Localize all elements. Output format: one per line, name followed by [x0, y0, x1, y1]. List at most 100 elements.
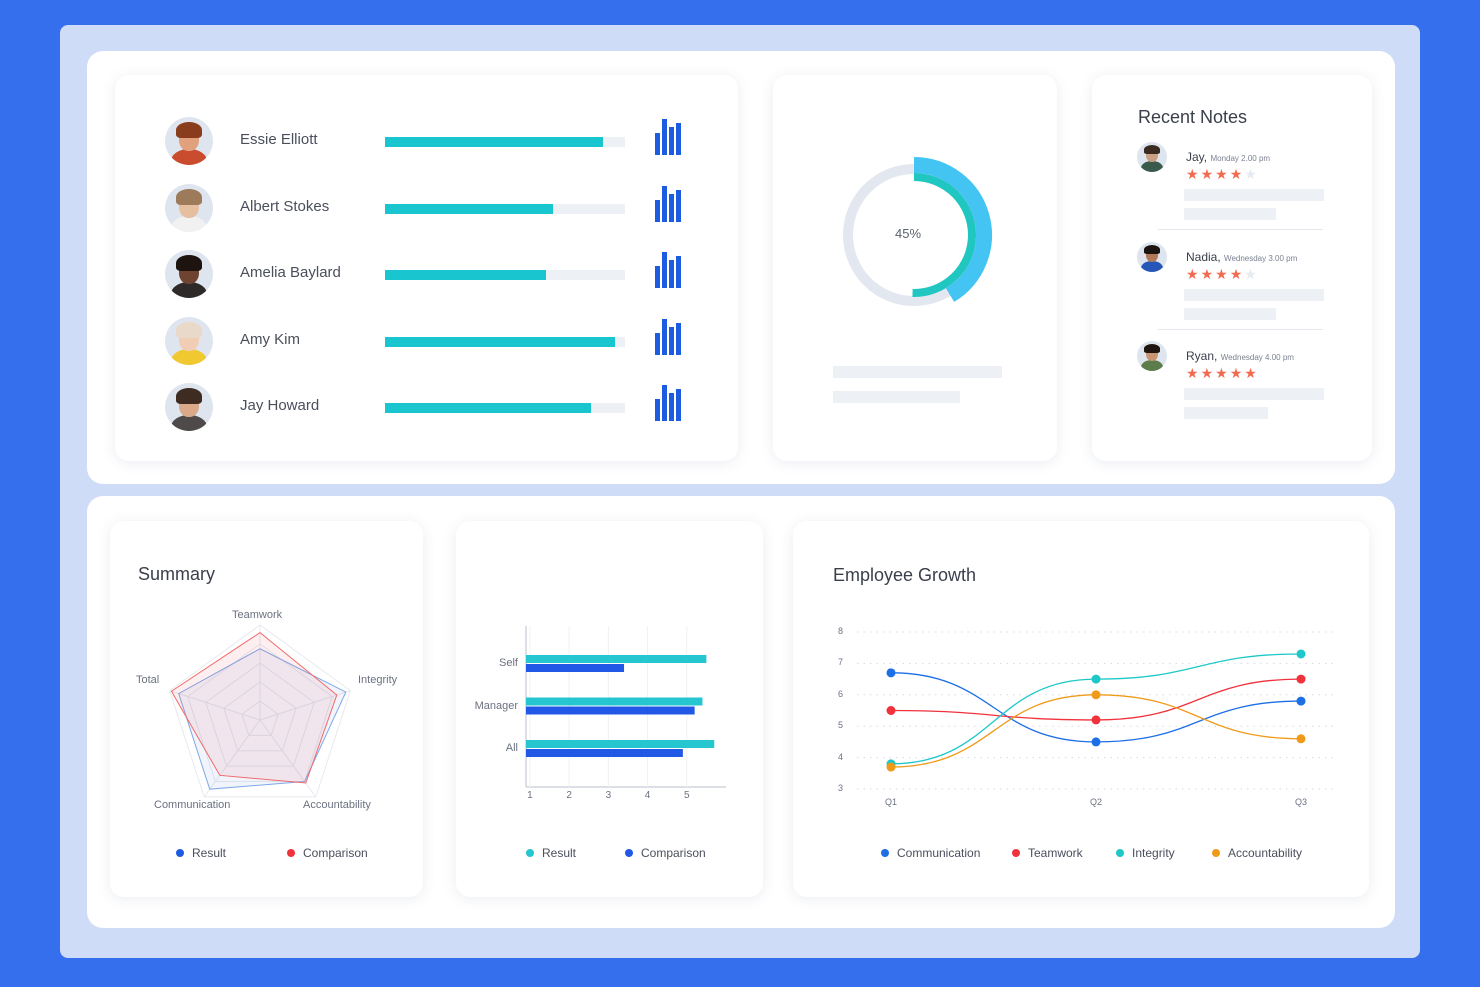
- star-icon: ★: [1229, 166, 1245, 182]
- star-icon: ★: [1186, 265, 1201, 282]
- recent-notes-card: Recent Notes Jay, Monday 2.00 pm ★★★★★ Nad…: [1092, 75, 1372, 461]
- avatar-hair: [1144, 145, 1160, 154]
- placeholder-line: [833, 366, 1002, 378]
- avatar-shoulders: [171, 282, 207, 298]
- placeholder-line: [1184, 407, 1268, 419]
- radar-grid-ring: [241, 700, 279, 736]
- avatar: [165, 117, 213, 165]
- legend-dot: [176, 849, 184, 857]
- person-name: Amelia Baylard: [240, 264, 341, 281]
- legend-integrity[interactable]: Integrity: [1116, 846, 1175, 860]
- progress-fill: [385, 137, 604, 147]
- bar-chart-icon[interactable]: [655, 119, 681, 155]
- legend-label: Communication: [897, 846, 981, 860]
- star-icon: ★: [1200, 166, 1216, 182]
- bar-chart-icon[interactable]: [655, 252, 681, 288]
- rating-bar-card: Self Manager All 1 2 3 4 5 Result Comparison: [456, 521, 763, 897]
- legend-comparison[interactable]: Comparison: [625, 846, 706, 860]
- star-icon: ★: [1186, 365, 1201, 381]
- line-point[interactable]: [886, 762, 896, 772]
- star-icon: ★: [1215, 365, 1230, 381]
- legend-result[interactable]: Result: [176, 846, 226, 860]
- line-point[interactable]: [886, 668, 896, 678]
- note-item[interactable]: Jay, Monday 2.00 pm ★★★★★: [1137, 142, 1337, 232]
- progress-fill: [385, 203, 553, 214]
- note-author: Nadia,: [1186, 249, 1221, 264]
- avatar-shoulders: [1141, 161, 1163, 172]
- bar-chart-icon[interactable]: [655, 318, 681, 355]
- completion-card: 45%: [773, 75, 1057, 461]
- person-row[interactable]: Amy Kim: [165, 316, 695, 365]
- donut-inner-arc: [912, 173, 976, 297]
- x-tick-label: Q2: [1089, 797, 1102, 807]
- bar-chart-icon[interactable]: [655, 385, 681, 421]
- progress-fill: [385, 403, 592, 413]
- icon-bar: [676, 189, 681, 222]
- icon-bar: [662, 185, 667, 222]
- bar-x-tick: 4: [644, 790, 651, 801]
- note-item[interactable]: Nadia, Wednesday 3.00 pm ★★★★★: [1137, 241, 1337, 332]
- avatar: [1137, 142, 1167, 172]
- icon-bar: [669, 393, 674, 421]
- star-icon: ★: [1215, 166, 1230, 182]
- bar-category-label: All: [505, 742, 518, 754]
- avatar-hair: [1144, 344, 1160, 353]
- star-icon: ★: [1244, 365, 1259, 381]
- bar-chart-icon[interactable]: [655, 185, 681, 222]
- progress-track: [385, 336, 625, 347]
- line-series-teamwork: [890, 678, 1302, 721]
- icon-bar: [655, 199, 660, 222]
- legend-communication[interactable]: Communication: [881, 846, 980, 860]
- radar-spoke: [203, 719, 261, 798]
- legend-label: Comparison: [303, 846, 368, 860]
- placeholder-line: [833, 391, 960, 403]
- icon-bar: [669, 326, 674, 355]
- legend-label: Comparison: [641, 846, 706, 860]
- person-row[interactable]: Jay Howard: [165, 383, 695, 431]
- legend-result[interactable]: Result: [526, 846, 576, 860]
- line-point[interactable]: [1296, 696, 1306, 706]
- bar-x-tick: 3: [605, 790, 612, 801]
- legend-dot: [625, 849, 633, 857]
- person-row[interactable]: Amelia Baylard: [165, 250, 695, 298]
- line-point[interactable]: [1296, 674, 1306, 684]
- notes-title: Recent Notes: [1138, 107, 1248, 127]
- placeholder-line: [1184, 288, 1324, 301]
- team-progress-card: Essie Elliott Albert Stokes Amelia Baylard…: [115, 75, 738, 461]
- progress-fill: [385, 336, 616, 347]
- legend-label: Accountability: [1228, 846, 1303, 860]
- bar-comparison: [526, 749, 683, 757]
- avatar: [165, 383, 213, 431]
- x-tick-label: Q1: [884, 797, 897, 807]
- person-row[interactable]: Albert Stokes: [165, 183, 695, 232]
- placeholder-line: [1184, 307, 1276, 320]
- line-point[interactable]: [1091, 715, 1101, 725]
- legend-teamwork[interactable]: Teamwork: [1012, 846, 1083, 860]
- line-point[interactable]: [1091, 690, 1101, 700]
- line-point[interactable]: [1296, 734, 1306, 744]
- radar-chart: [169, 624, 351, 798]
- legend-comparison[interactable]: Comparison: [287, 846, 368, 860]
- line-point[interactable]: [886, 706, 896, 715]
- legend-accountability[interactable]: Accountability: [1212, 846, 1302, 860]
- line-point[interactable]: [1091, 674, 1101, 684]
- star-rating: ★★★★★: [1186, 365, 1259, 381]
- y-tick-label: 6: [837, 688, 843, 699]
- line-point[interactable]: [1091, 737, 1101, 747]
- progress-track: [385, 203, 625, 214]
- avatar: [165, 183, 213, 232]
- avatar-hair: [176, 188, 202, 205]
- note-divider: [1158, 229, 1323, 230]
- icon-bar: [662, 318, 667, 355]
- radar-grid-ring: [223, 681, 297, 752]
- avatar: [1137, 241, 1167, 272]
- person-row[interactable]: Essie Elliott: [165, 117, 695, 165]
- line-point[interactable]: [1296, 649, 1306, 659]
- radar-axis-label: Integrity: [358, 674, 398, 686]
- icon-bar: [676, 322, 681, 355]
- note-item[interactable]: Ryan, Wednesday 4.00 pm ★★★★★: [1137, 341, 1337, 431]
- star-rating: ★★★★★: [1186, 266, 1259, 282]
- progress-track: [385, 137, 625, 147]
- progress-track: [385, 403, 625, 413]
- radar-axis-label: Teamwork: [232, 609, 283, 621]
